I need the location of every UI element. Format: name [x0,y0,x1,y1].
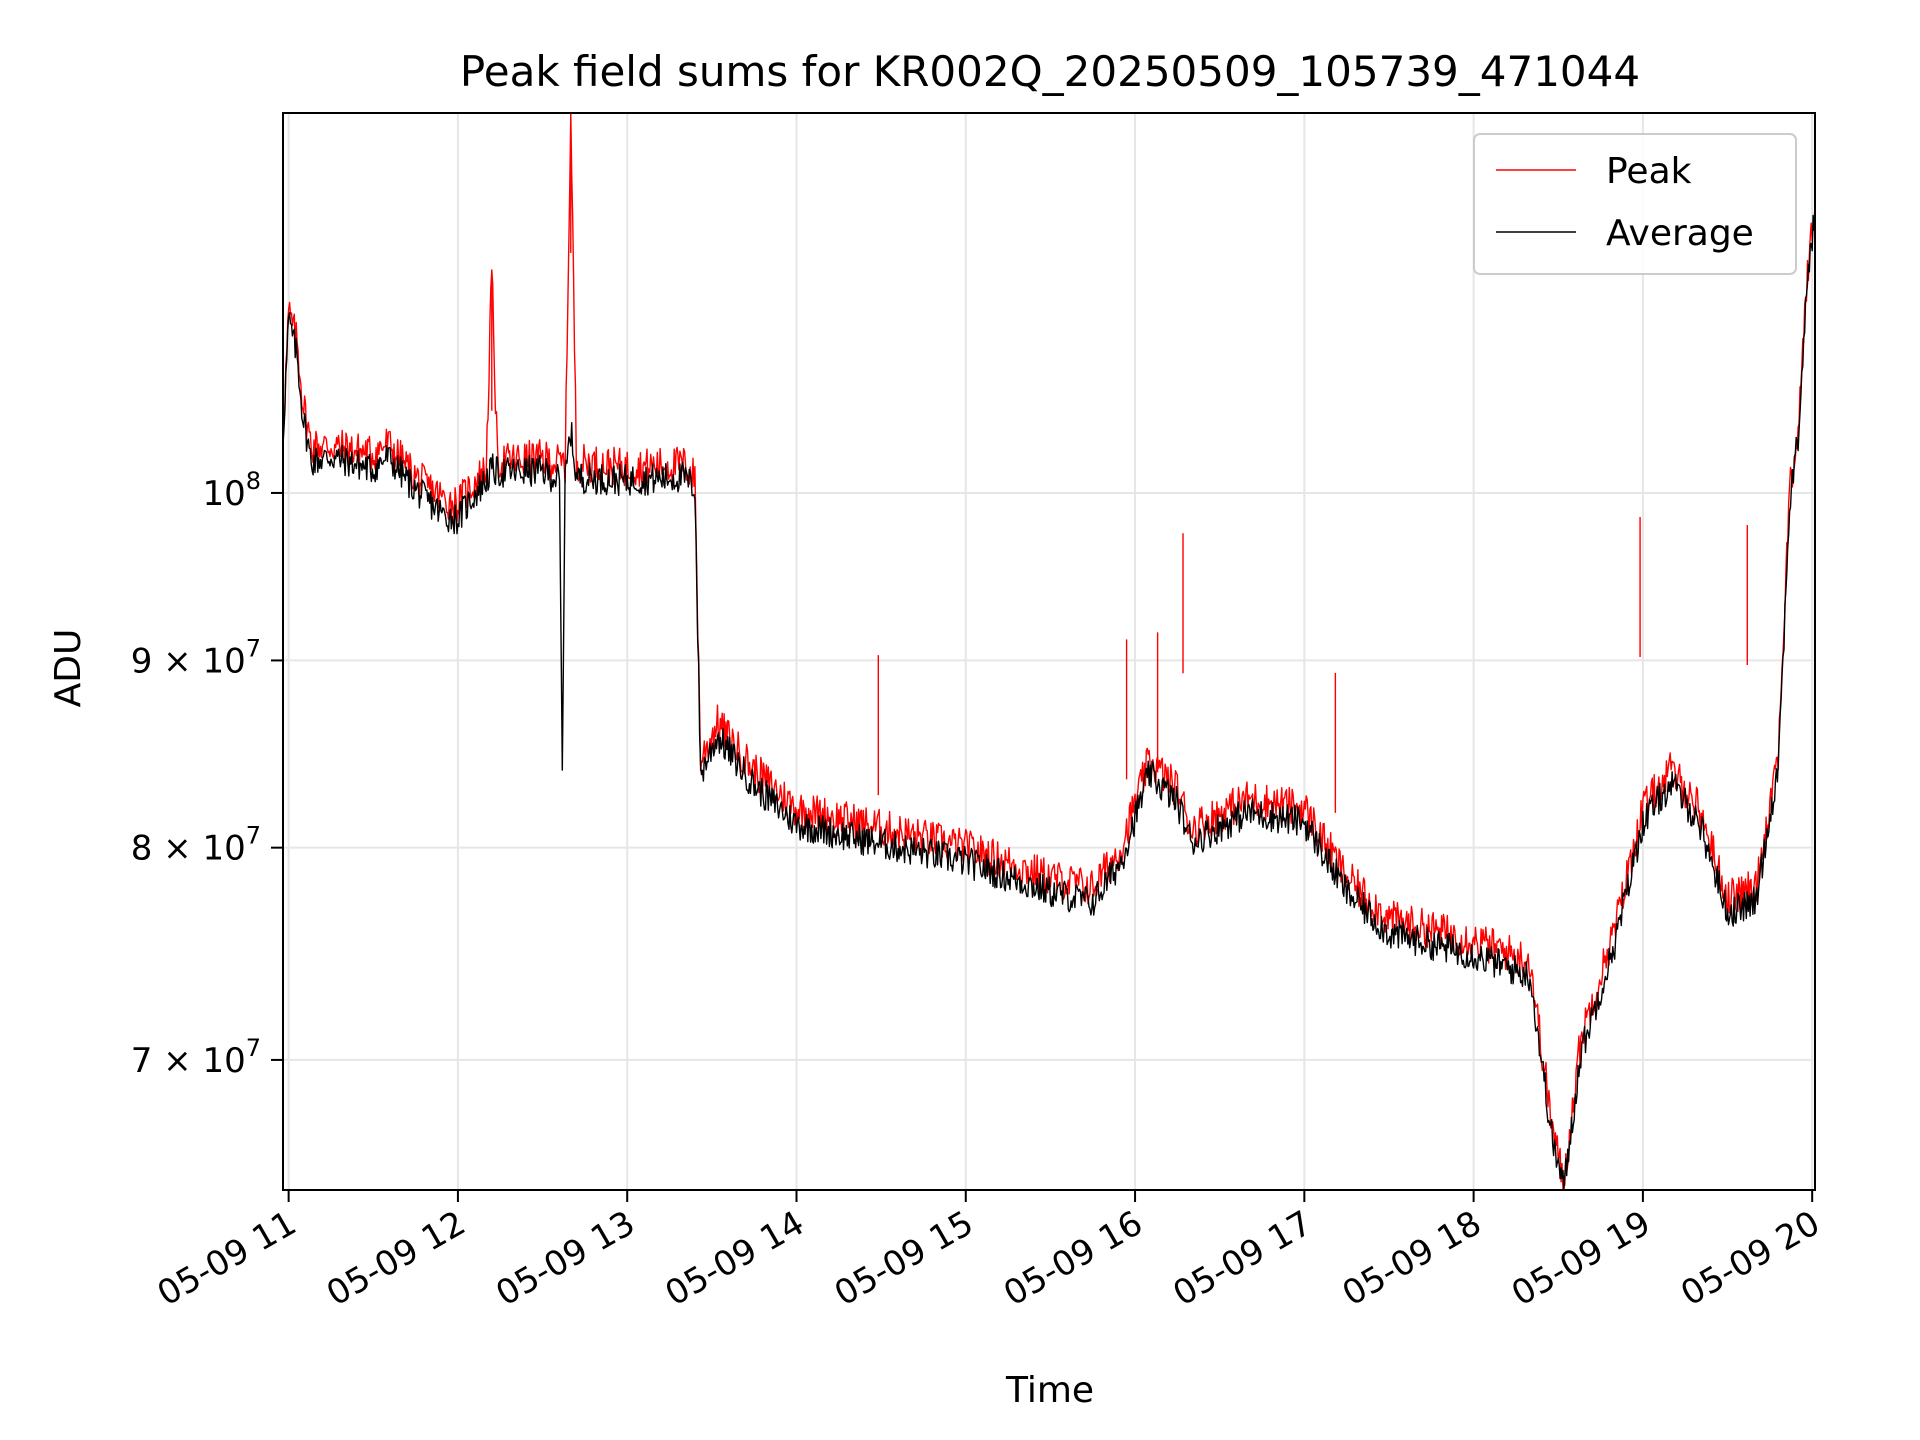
y-tick-label: 9 × 107 [131,634,261,681]
legend-label-average: Average [1606,213,1754,254]
x-axis: 05-09 11 05-09 12 05-09 13 05-09 14 05-09 15… [151,1190,1827,1314]
x-tick-label: 05-09 13 [489,1203,641,1314]
x-tick-label: 05-09 14 [659,1203,811,1314]
chart-title: Peak field sums for KR002Q_20250509_1057… [460,47,1640,96]
legend-label-peak: Peak [1606,151,1692,192]
y-tick-label: 108 [202,467,261,514]
x-tick-label: 05-09 12 [320,1203,472,1314]
series-line-average [282,209,1816,1191]
x-axis-title: Time [1005,1370,1094,1411]
x-tick-label: 05-09 16 [997,1203,1149,1314]
y-axis-title: ADU [48,629,89,708]
x-tick-label: 05-09 19 [1505,1203,1657,1314]
x-tick-label: 05-09 15 [828,1203,980,1314]
x-tick-label: 05-09 18 [1336,1203,1488,1314]
legend: Peak Average [1473,133,1797,275]
grid-layer [283,113,1815,1190]
y-axis: 7 × 107 8 × 107 9 × 107 108 [131,467,283,1081]
x-tick-label: 05-09 11 [151,1203,303,1314]
y-tick-label: 7 × 107 [131,1034,261,1081]
legend-box [1473,133,1797,275]
x-tick-label: 05-09 20 [1674,1203,1826,1314]
series-layer [282,112,1816,1191]
series-line-peak [282,112,1816,1191]
y-tick-label: 8 × 107 [131,822,261,869]
x-tick-label: 05-09 17 [1166,1203,1318,1314]
plot-frame [282,112,1816,1191]
